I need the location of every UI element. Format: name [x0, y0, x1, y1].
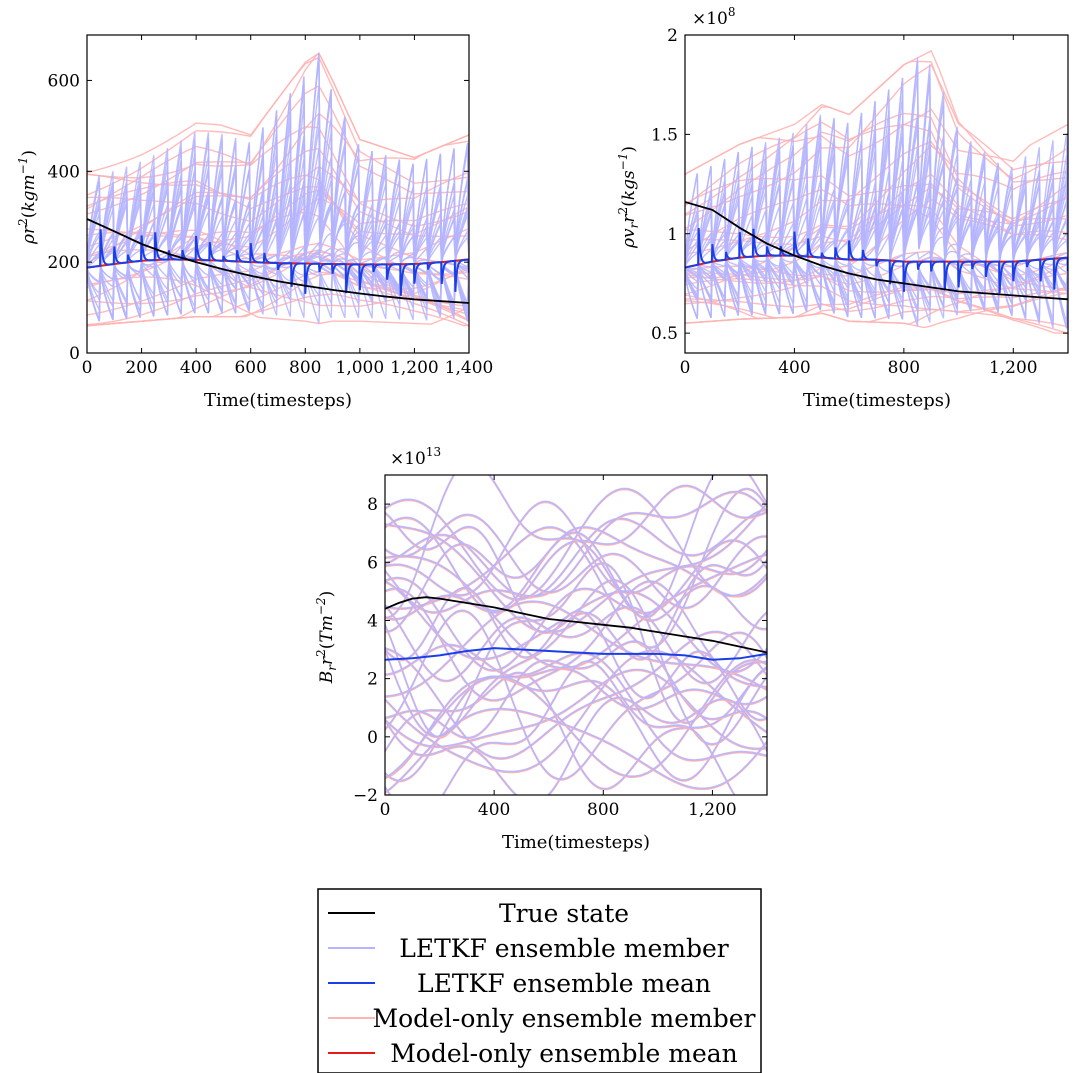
y-tick-label: 4 [367, 611, 378, 631]
axes: 0 200 400 600 800 1,000 1,200 1,400 0 200 400 600 [48, 35, 494, 378]
y-exponent-label: ×108 [692, 5, 736, 29]
mean-and-truth-lines [385, 596, 767, 661]
momentum-chart: 0 400 800 1,200 0.5 1 1.5 2 ×108 Time(timesteps… [616, 5, 1069, 411]
letkf-member-line [385, 586, 767, 721]
y-axis-label: ρvrr2(kgs−1) [616, 146, 641, 249]
density-chart: 0 200 400 600 800 1,000 1,200 1,400 0 200 400 600 T… [16, 34, 494, 411]
y-axis-label: ρr2(kgm−1) [16, 150, 39, 245]
x-tick-label: 1,200 [390, 358, 439, 378]
letkf-member-line [385, 531, 767, 633]
x-tick-label: 0 [680, 358, 691, 378]
y-tick-label: 400 [48, 162, 80, 182]
mean-and-truth-lines [685, 201, 1068, 301]
letkf-mean-line [685, 228, 1068, 294]
x-tick-label: 1,200 [989, 358, 1038, 378]
model-only-member-line [385, 488, 767, 601]
x-axis-label: Time(timesteps) [204, 390, 352, 411]
letkf-member-line [385, 658, 767, 779]
y-tick-label: 200 [48, 253, 80, 273]
model-only-member-line [685, 108, 1068, 175]
y-tick-label: 600 [48, 71, 80, 91]
true-state-line [685, 201, 1068, 301]
y-tick-label: 6 [367, 553, 378, 573]
legend-label: Model-only ensemble member [372, 1004, 755, 1033]
y-tick-label: 1.5 [651, 125, 678, 145]
y-axis-label: Brr2(Tm−2) [314, 591, 339, 684]
letkf-member-line [385, 668, 767, 750]
legend-label: Model-only ensemble mean [390, 1039, 738, 1068]
model-only-member-line [385, 605, 767, 685]
legend-box [317, 888, 762, 1073]
legend-label: LETKF ensemble mean [417, 969, 711, 998]
y-tick-label: −2 [353, 786, 378, 806]
letkf-member-line [385, 513, 767, 609]
model-only-member-line [87, 276, 469, 325]
y-exponent-label: ×1013 [390, 445, 441, 469]
letkf-member-line [385, 490, 767, 613]
model-only-member-line [87, 52, 469, 174]
x-tick-label: 800 [289, 358, 321, 378]
letkf-mean-line [87, 229, 469, 296]
model-only-member-line [685, 60, 1068, 180]
x-tick-label: 1,200 [688, 800, 737, 820]
axes: 0 400 800 1,200 0.5 1 1.5 2 [651, 26, 1068, 378]
model-only-member-line [685, 278, 1068, 313]
x-tick-label: 400 [478, 800, 510, 820]
model-only-member-line [685, 286, 1068, 334]
letkf-member-line [385, 649, 767, 773]
letkf-member-line [385, 475, 767, 619]
x-tick-label: 1,400 [445, 358, 494, 378]
letkf-member-line [385, 665, 767, 790]
y-tick-label: 0 [69, 344, 80, 364]
x-tick-label: 600 [234, 358, 266, 378]
y-tick-label: 2 [667, 26, 678, 46]
letkf-member-line [385, 508, 767, 598]
model-only-member-line [385, 485, 767, 621]
letkf-member-line [385, 707, 767, 794]
x-tick-label: 800 [888, 358, 920, 378]
x-tick-label: 0 [380, 800, 391, 820]
y-tick-label: 8 [367, 495, 378, 515]
letkf-member-line [385, 487, 767, 600]
y-tick-label: 0.5 [651, 324, 678, 344]
legend: True state LETKF ensemble member LETKF ens… [317, 888, 762, 1073]
x-tick-label: 1,000 [336, 358, 385, 378]
plot-frame [684, 34, 1069, 354]
legend-label: LETKF ensemble member [399, 934, 728, 963]
letkf-member-line [385, 600, 767, 697]
x-tick-label: 0 [82, 358, 93, 378]
letkf-member-line [385, 660, 736, 795]
x-tick-label: 400 [180, 358, 212, 378]
y-tick-label: 0 [367, 728, 378, 748]
letkf-member-line [385, 630, 767, 759]
y-tick-label: 1 [667, 225, 678, 245]
true-state-line [385, 596, 767, 654]
x-tick-label: 200 [125, 358, 157, 378]
plot-frame [384, 474, 768, 796]
x-axis-label: Time(timesteps) [803, 390, 951, 411]
plot-frame [86, 34, 470, 354]
x-tick-label: 800 [587, 800, 619, 820]
y-tick-label: 2 [367, 670, 378, 690]
letkf-member-line [385, 667, 767, 782]
x-tick-label: 400 [778, 358, 810, 378]
true-state-line [87, 218, 469, 304]
mean-and-truth-lines [87, 218, 469, 304]
model-only-member-line [87, 112, 469, 199]
legend-label: True state [499, 899, 629, 928]
letkf-mean-line [385, 647, 767, 661]
letkf-member-line [385, 604, 767, 684]
x-axis-label: Time(timesteps) [502, 832, 650, 853]
